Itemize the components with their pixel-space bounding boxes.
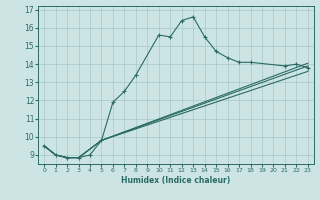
X-axis label: Humidex (Indice chaleur): Humidex (Indice chaleur) <box>121 176 231 185</box>
